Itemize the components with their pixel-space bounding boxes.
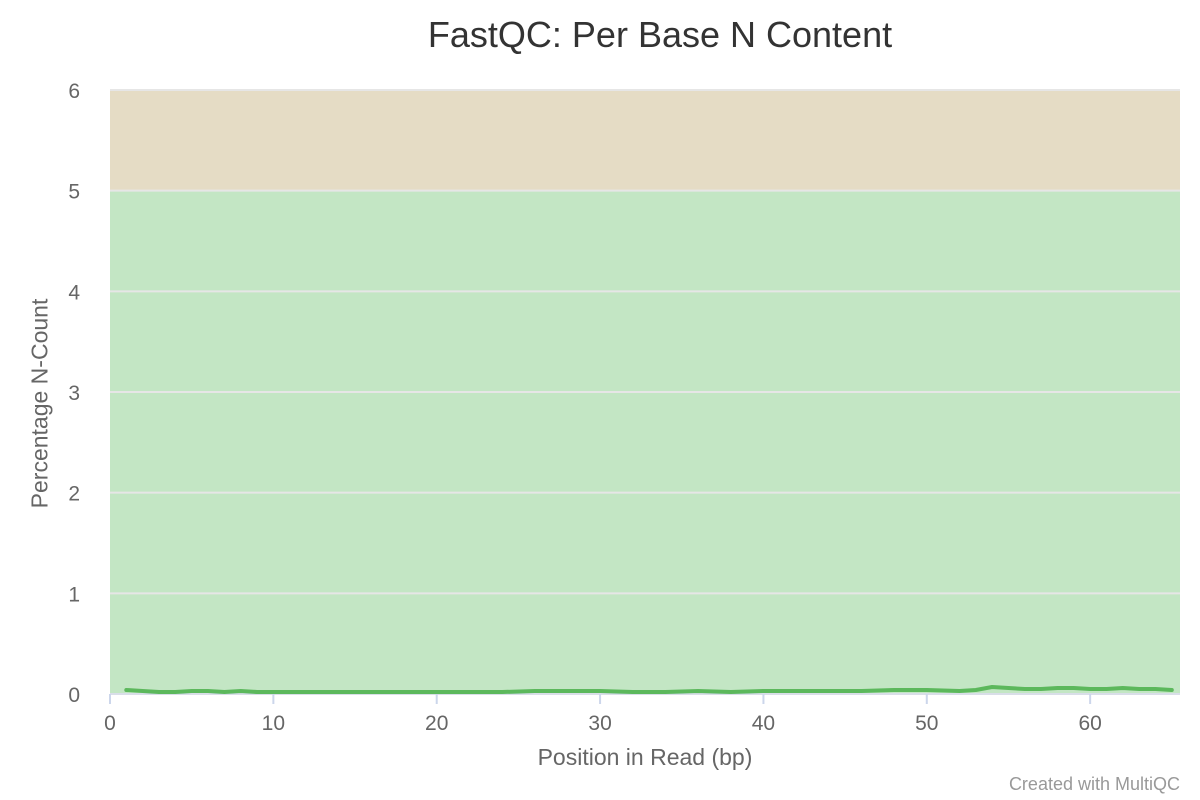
threshold-bands	[110, 90, 1180, 694]
y-tick-label: 5	[68, 181, 80, 204]
series-lines	[124, 685, 1174, 694]
x-tick-label: 50	[915, 712, 938, 735]
x-tick-label: 20	[425, 712, 448, 735]
x-tick-label: 10	[262, 712, 285, 735]
y-axis-label: Percentage N-Count	[26, 298, 53, 509]
multiqc-credit[interactable]: Created with MultiQC	[1008, 774, 1180, 794]
y-tick-label: 1	[68, 583, 80, 606]
y-tick-label: 4	[68, 281, 80, 304]
x-tick-label: 60	[1078, 712, 1101, 735]
x-tick-label: 40	[752, 712, 775, 735]
y-axis: 0 1 2 3 4 5 6	[68, 80, 80, 707]
x-axis-label: Position in Read (bp)	[537, 744, 753, 770]
y-tick-label: 2	[68, 483, 80, 506]
x-axis: 0 10 20 30 40 50 60	[104, 693, 1180, 735]
y-tick-label: 3	[68, 382, 80, 405]
plot-band-1	[110, 90, 1180, 191]
x-tick-label: 30	[588, 712, 611, 735]
chart-title: FastQC: Per Base N Content	[427, 14, 893, 55]
series-line-0	[124, 685, 1174, 694]
plot-band-0	[110, 190, 1180, 694]
y-tick-label: 0	[68, 684, 80, 707]
y-tick-label: 6	[68, 80, 80, 103]
x-tick-label: 0	[104, 712, 116, 735]
